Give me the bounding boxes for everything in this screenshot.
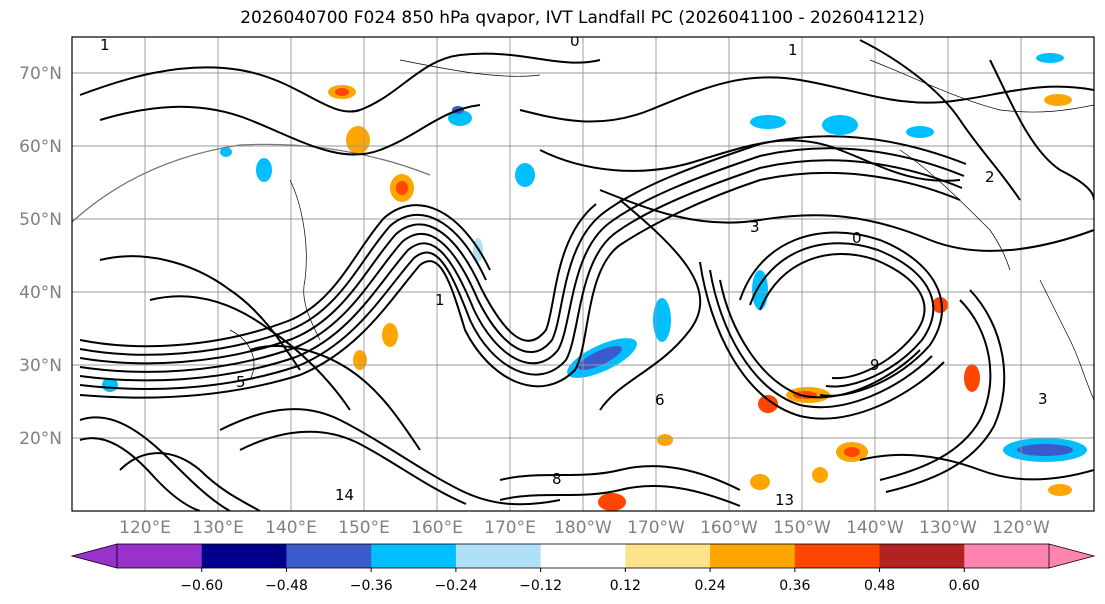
- contour-label: 8: [552, 470, 562, 488]
- contour-label: 0: [852, 229, 862, 247]
- contour-label: 5: [236, 373, 246, 391]
- colorbar-tick-label: 0.60: [949, 578, 980, 594]
- colorbar-tick-label: 0.24: [695, 578, 726, 594]
- colorbar-swatch: [371, 544, 457, 568]
- lon-label: 160°E: [411, 518, 463, 538]
- contour-label: 13: [775, 491, 794, 509]
- lon-label: 140°E: [265, 518, 317, 538]
- colorbar-swatch: [201, 544, 287, 568]
- colorbar-tick-label: 0.12: [610, 578, 641, 594]
- contour-lines: [79, 39, 1094, 511]
- contour-label: 1: [435, 291, 445, 309]
- lon-label: 150°E: [338, 518, 390, 538]
- colorbar-tick-label: −0.48: [265, 578, 308, 594]
- lat-label-70n: 70°N: [19, 64, 62, 84]
- contour-label: 6: [655, 391, 665, 409]
- lat-labels: 70°N 60°N 50°N 40°N 30°N 20°N: [19, 64, 62, 449]
- lat-label-50n: 50°N: [19, 210, 62, 230]
- colorbar-swatch: [117, 544, 203, 568]
- colorbar-frame: [116, 543, 1050, 569]
- lat-label-60n: 60°N: [19, 137, 62, 157]
- colorbar-swatch: [625, 544, 711, 568]
- colorbar-swatch: [879, 544, 965, 568]
- colorbar-swatch: [286, 544, 372, 568]
- lat-label-40n: 40°N: [19, 283, 62, 303]
- contour-label: 9: [870, 356, 880, 374]
- colorbar-swatch: [455, 544, 542, 568]
- lat-label-30n: 30°N: [19, 356, 62, 376]
- colorbar-tick-label: 0.36: [779, 578, 810, 594]
- lon-label: 140°W: [846, 518, 904, 538]
- lon-label: 150°W: [773, 518, 831, 538]
- colorbar-swatch: [964, 544, 1050, 568]
- lat-label-20n: 20°N: [19, 429, 62, 449]
- contour-label: 2: [985, 168, 995, 186]
- colorbar-swatch: [540, 544, 626, 568]
- colorbar: −0.60 −0.48 −0.36 −0.24 −0.12 0.12 0.24 0.36 0.4…: [70, 543, 1096, 594]
- graticule: [72, 37, 1094, 511]
- lon-label: 160°W: [700, 518, 758, 538]
- lon-label: 120°E: [119, 518, 171, 538]
- coastlines: [229, 59, 1094, 401]
- map-frame: [71, 36, 1095, 512]
- colorbar-tick-label: −0.60: [180, 578, 223, 594]
- lon-label: 180°W: [554, 518, 612, 538]
- contour-label: 1: [788, 41, 798, 59]
- contour-label: 3: [1038, 390, 1048, 408]
- colorbar-right-extension: [1048, 543, 1096, 569]
- colorbar-tick-label: −0.24: [434, 578, 477, 594]
- lon-label: 130°W: [919, 518, 977, 538]
- lon-label: 170°W: [627, 518, 685, 538]
- qvapor-fill-layer: [102, 53, 1087, 511]
- colorbar-tick-label: 0.48: [864, 578, 895, 594]
- lon-label: 120°W: [992, 518, 1050, 538]
- lon-labels: 120°E 130°E 140°E 150°E 160°E 170°E 180°…: [119, 518, 1050, 538]
- colorbar-tick-label: −0.36: [350, 578, 393, 594]
- contour-label: 1: [100, 36, 110, 54]
- map-title: 2026040700 F024 850 hPa qvapor, IVT Land…: [240, 8, 925, 28]
- contour-label: 0: [570, 32, 580, 50]
- lon-label: 170°E: [484, 518, 536, 538]
- colorbar-swatch: [710, 544, 796, 568]
- colorbar-left-extension: [70, 543, 118, 569]
- map-area: 1 0 1 2 3 5 6 8 9 13 14 1 0 3: [71, 32, 1095, 512]
- lon-label: 130°E: [192, 518, 244, 538]
- contour-label: 14: [335, 486, 354, 504]
- colorbar-tick-label: −0.12: [519, 578, 562, 594]
- contour-label-layer: 1 0 1 2 3 5 6 8 9 13 14 1 0 3: [100, 32, 1048, 509]
- contour-label: 3: [750, 218, 760, 236]
- colorbar-swatch: [794, 544, 881, 568]
